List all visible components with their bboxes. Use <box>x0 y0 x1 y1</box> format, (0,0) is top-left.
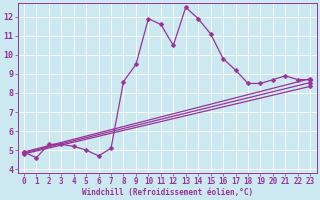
X-axis label: Windchill (Refroidissement éolien,°C): Windchill (Refroidissement éolien,°C) <box>82 188 253 197</box>
